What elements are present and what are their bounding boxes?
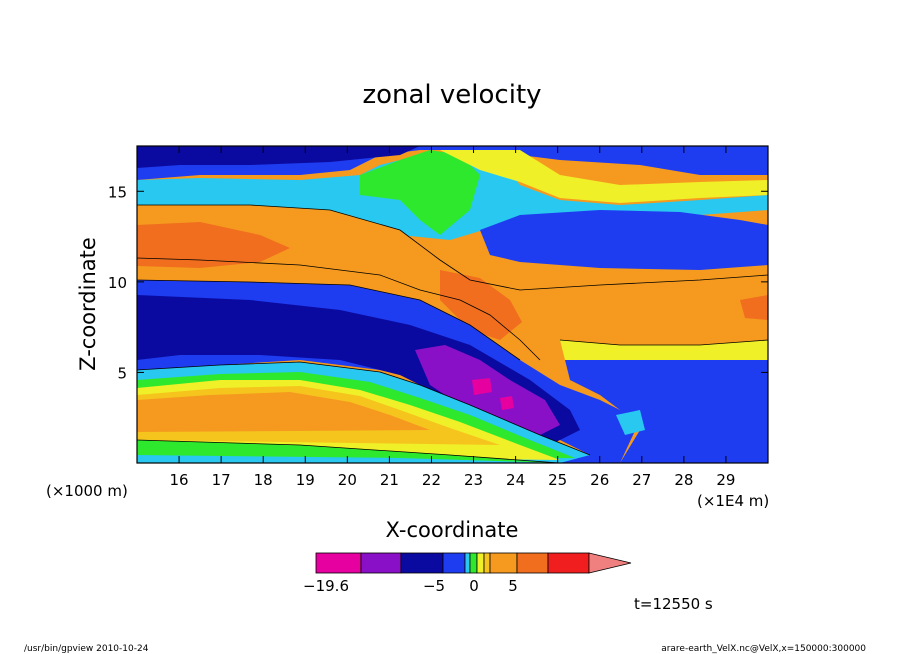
colorbar bbox=[315, 552, 632, 574]
y-axis-label: Z-coordinate bbox=[76, 237, 100, 371]
band-magenta-2 bbox=[500, 396, 514, 410]
colorbar-swatch-1 bbox=[360, 552, 402, 574]
colorbar-swatch-4 bbox=[464, 552, 471, 574]
y-tick-label-0: 5 bbox=[117, 364, 127, 382]
band-orange-lower bbox=[137, 392, 430, 432]
band-cyan-right bbox=[616, 410, 645, 435]
band-darkorange-left bbox=[137, 222, 290, 268]
colorbar-swatch-10 bbox=[547, 552, 590, 574]
colorbar-swatch-5 bbox=[469, 552, 478, 574]
band-yellow-upper bbox=[440, 150, 768, 203]
x-tick-label-6: 22 bbox=[422, 471, 441, 489]
colorbar-label-3: 5 bbox=[508, 577, 518, 595]
contour-field bbox=[137, 146, 768, 463]
footer-right: arare-earth_VelX.nc@VelX,x=150000:300000 bbox=[661, 644, 866, 654]
colorbar-labels: −19.6 −5 0 5 bbox=[303, 577, 518, 595]
x-tick-label-7: 23 bbox=[464, 471, 483, 489]
colorbar-swatch-6 bbox=[476, 552, 485, 574]
band-blue-right bbox=[480, 210, 768, 270]
colorbar-swatch-7 bbox=[483, 552, 491, 574]
colorbar-swatch-9 bbox=[516, 552, 549, 574]
contour-lines bbox=[137, 204, 768, 463]
x-axis-ticks: 16 17 18 19 20 21 22 23 24 25 26 27 28 29 bbox=[170, 146, 735, 489]
x-tick-label-11: 27 bbox=[632, 471, 651, 489]
band-top-navy bbox=[137, 146, 420, 168]
colorbar-label-2: 0 bbox=[469, 577, 479, 595]
colorbar-extend-arrow bbox=[588, 552, 632, 574]
colorbar-swatch-0 bbox=[315, 552, 362, 574]
band-darkorange-right bbox=[740, 295, 768, 320]
x-tick-label-4: 20 bbox=[338, 471, 357, 489]
band-cyan-bottom bbox=[137, 455, 560, 463]
band-blue-lower-right bbox=[565, 360, 768, 463]
x-tick-label-1: 17 bbox=[212, 471, 231, 489]
x-tick-label-5: 21 bbox=[380, 471, 399, 489]
y-axis-ticks: 5 10 15 bbox=[108, 183, 768, 382]
chart-title: zonal velocity bbox=[362, 80, 541, 110]
band-green-upper bbox=[360, 150, 480, 235]
y-tick-label-2: 15 bbox=[108, 183, 127, 201]
x-axis-label: X-coordinate bbox=[386, 518, 519, 542]
x-tick-label-13: 29 bbox=[716, 471, 735, 489]
x-tick-label-10: 26 bbox=[590, 471, 609, 489]
band-yellow-right bbox=[560, 340, 768, 362]
band-darkorange-center bbox=[440, 270, 522, 340]
x-unit-label: (×1E4 m) bbox=[697, 492, 769, 510]
time-label: t=12550 s bbox=[634, 595, 713, 613]
x-tick-label-12: 28 bbox=[674, 471, 693, 489]
x-tick-label-3: 19 bbox=[296, 471, 315, 489]
footer-left: /usr/bin/gpview 2010-10-24 bbox=[24, 644, 149, 654]
y-tick-label-1: 10 bbox=[108, 274, 127, 292]
y-unit-label: (×1000 m) bbox=[46, 482, 128, 500]
x-tick-label-9: 25 bbox=[548, 471, 567, 489]
colorbar-label-0: −19.6 bbox=[303, 577, 349, 595]
x-tick-label-0: 16 bbox=[170, 471, 189, 489]
colorbar-swatch-8 bbox=[489, 552, 518, 574]
x-tick-label-2: 18 bbox=[254, 471, 273, 489]
x-tick-label-8: 24 bbox=[506, 471, 525, 489]
colorbar-swatch-2 bbox=[400, 552, 444, 574]
plot-frame bbox=[136, 145, 769, 464]
colorbar-label-1: −5 bbox=[423, 577, 445, 595]
band-magenta-1 bbox=[472, 378, 492, 395]
colorbar-swatch-3 bbox=[442, 552, 466, 574]
